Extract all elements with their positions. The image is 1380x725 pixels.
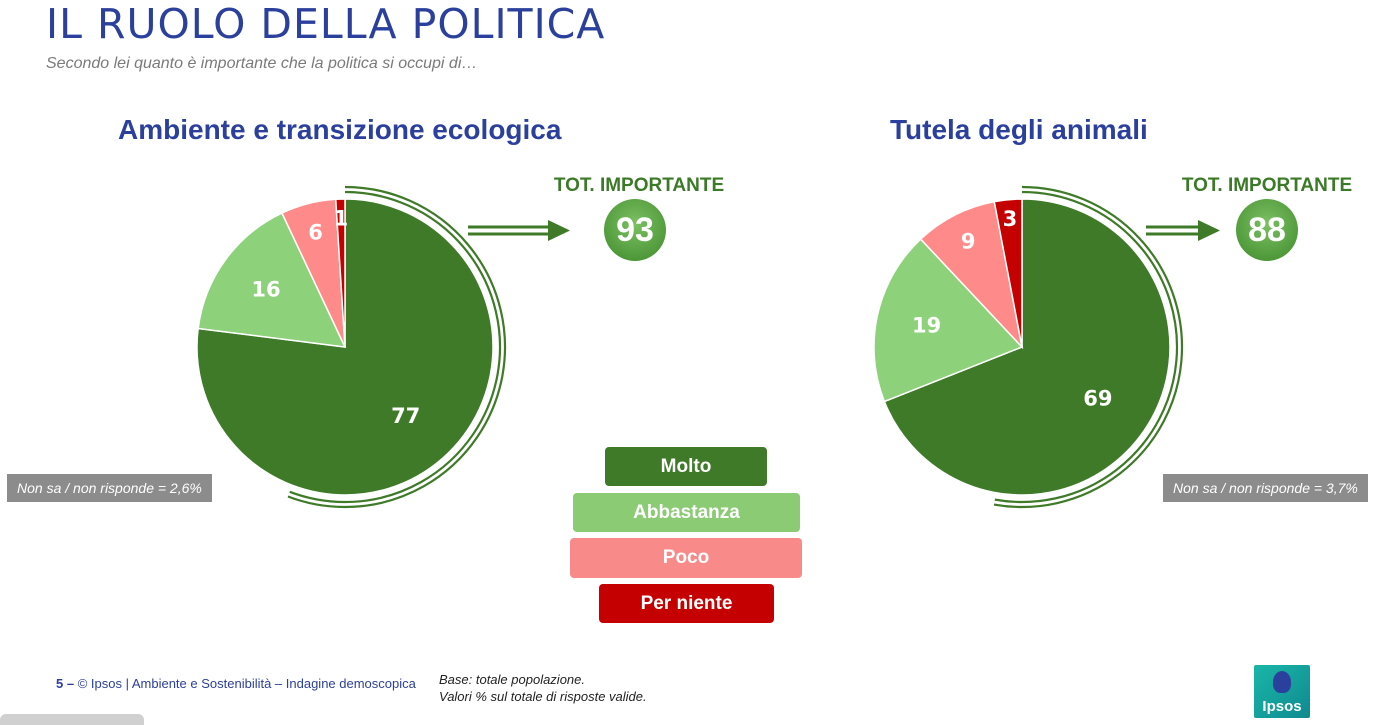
pie-2-slice-abbastanza bbox=[873, 238, 1024, 403]
arrow-icon bbox=[468, 220, 570, 241]
pie-2-label-poco: 9 bbox=[961, 230, 976, 254]
pie-2-label-abbastanza: 19 bbox=[912, 314, 941, 338]
ipsos-logo: Ipsos bbox=[1254, 665, 1310, 718]
pie-2-label-per-niente: 3 bbox=[1003, 207, 1018, 231]
chart-1-nsnr-note: Non sa / non risponde = 2,6% bbox=[7, 474, 212, 502]
legend-abbastanza: Abbastanza bbox=[573, 493, 800, 532]
chart-2-tot-badge: 88 bbox=[1236, 199, 1298, 261]
pie-2-important-arc bbox=[993, 185, 1184, 509]
base-line-1: Base: totale popolazione. bbox=[439, 672, 585, 687]
chart-1-title: Ambiente e transizione ecologica bbox=[118, 114, 562, 145]
chart-1-tot-label: TOT. IMPORTANTE bbox=[553, 175, 725, 196]
pie-2-slice-poco bbox=[919, 200, 1024, 350]
pie-2-slice-molto bbox=[883, 198, 1171, 496]
pie-2-important-arc bbox=[994, 190, 1179, 504]
pie-1-important-arc bbox=[287, 185, 507, 509]
logo-head-icon bbox=[1273, 671, 1291, 693]
page-subtitle: Secondo lei quanto è importante che la p… bbox=[46, 55, 478, 72]
pie-1-slice-per-niente bbox=[334, 198, 346, 348]
page-title: IL RUOLO DELLA POLITICA bbox=[46, 0, 606, 48]
arrow-icon bbox=[1146, 220, 1220, 241]
pie-chart-ambiente: 77 16 61 bbox=[196, 185, 507, 509]
page-number: 5 – bbox=[56, 676, 75, 691]
pie-1-label-poco: 6 bbox=[308, 220, 323, 244]
logo-text: Ipsos bbox=[1262, 698, 1302, 715]
pie-2-slice-per-niente bbox=[993, 198, 1023, 348]
footer-base-note: Base: totale popolazione. Valori % sul t… bbox=[439, 671, 647, 705]
legend-per-niente: Per niente bbox=[599, 584, 774, 623]
legend-molto: Molto bbox=[605, 447, 767, 486]
pie-1-label-abbastanza: 16 bbox=[251, 278, 280, 302]
legend-poco: Poco bbox=[570, 538, 802, 578]
pie-2-label-molto: 69 bbox=[1083, 387, 1112, 411]
pie-chart-animali: 69 19 9 3 bbox=[873, 185, 1184, 509]
chart-1-tot-badge: 93 bbox=[604, 199, 666, 261]
pie-1-label-per-niente: 1 bbox=[334, 206, 349, 230]
chart-2-title: Tutela degli animali bbox=[890, 114, 1148, 145]
pie-1-label-molto: 77 bbox=[391, 404, 420, 428]
chart-2-tot-label: TOT. IMPORTANTE bbox=[1181, 175, 1353, 196]
corner-tab bbox=[0, 714, 144, 725]
footer-credit: 5 – © Ipsos | Ambiente e Sostenibilità –… bbox=[56, 676, 416, 691]
base-line-2: Valori % sul totale di risposte valide. bbox=[439, 689, 647, 704]
pie-1-important-arc bbox=[289, 190, 502, 504]
footer-copyright: © Ipsos | Ambiente e Sostenibilità – Ind… bbox=[77, 676, 416, 691]
chart-2-nsnr-note: Non sa / non risponde = 3,7% bbox=[1163, 474, 1368, 502]
pie-1-slice-abbastanza bbox=[197, 212, 347, 348]
